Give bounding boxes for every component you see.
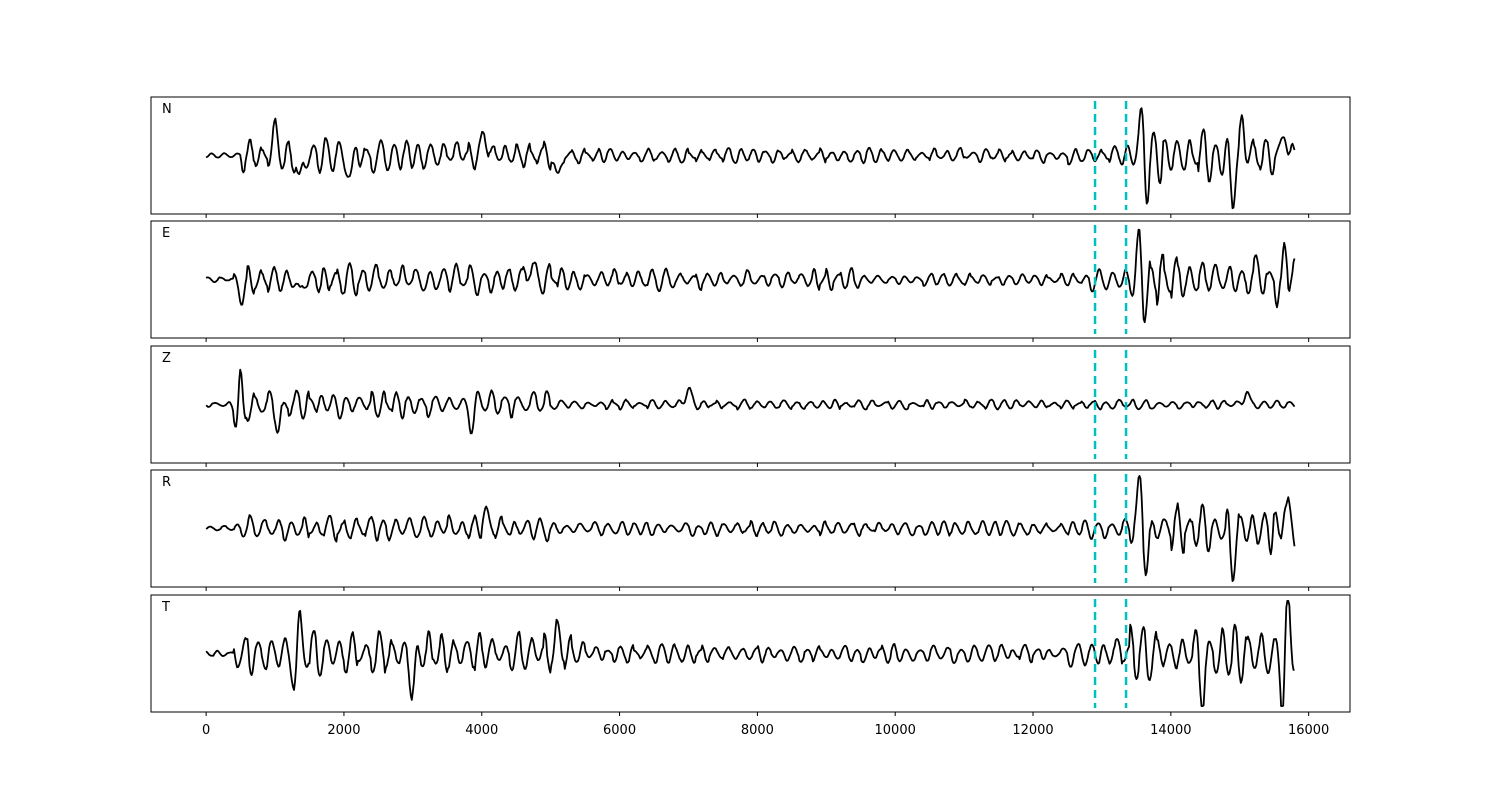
trace-t (205, 600, 1295, 707)
panel-label: Z (162, 351, 171, 366)
panels-group: N E Z R T (150, 96, 1351, 716)
x-tick-label: 0 (202, 723, 210, 738)
panel-r: R (150, 469, 1351, 591)
trace-e (205, 228, 1296, 324)
x-tick-label: 10000 (875, 723, 916, 738)
x-tick-label: 14000 (1150, 723, 1191, 738)
panel-n: N (150, 96, 1351, 218)
trace-z (205, 368, 1296, 435)
panel-frame (150, 220, 1351, 339)
x-tick-label: 6000 (603, 723, 636, 738)
panel-label: N (162, 102, 172, 117)
panel-label: E (162, 226, 170, 241)
trace-r (205, 475, 1296, 582)
panel-frame (150, 96, 1351, 215)
x-tick-label: 12000 (1012, 723, 1053, 738)
x-tick-label: 16000 (1288, 723, 1329, 738)
panel-t: T (150, 594, 1351, 716)
panel-z: Z (150, 345, 1351, 467)
x-tick-label: 2000 (327, 723, 360, 738)
panel-frame (150, 594, 1351, 713)
panel-frame (150, 469, 1351, 588)
panel-label: R (162, 475, 171, 490)
panel-frame (150, 345, 1351, 464)
x-axis: 0 2000 4000 6000 8000 10000 12000 14000 16000 (202, 723, 1329, 738)
panel-label: T (161, 600, 170, 615)
panel-e: E (150, 220, 1351, 342)
trace-n (205, 107, 1296, 210)
x-tick-label: 8000 (741, 723, 774, 738)
x-tick-label: 4000 (465, 723, 498, 738)
